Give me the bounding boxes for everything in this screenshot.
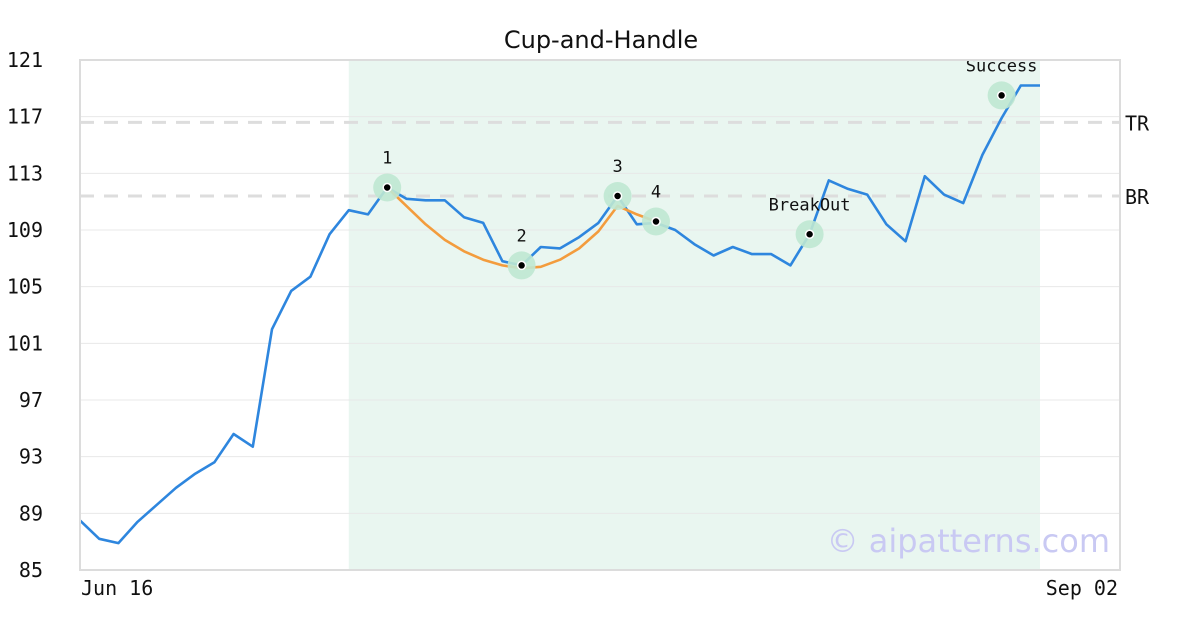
y-tick-label: 117 (7, 105, 43, 129)
y-tick-label: 93 (19, 445, 43, 469)
y-tick-label: 101 (7, 331, 43, 355)
annotation-point (996, 90, 1007, 101)
series-line (79, 84, 1040, 545)
y-tick-label: 89 (19, 501, 43, 525)
annotation-label: 3 (612, 157, 622, 177)
y-tick-label: 97 (19, 388, 43, 412)
annotation-label: 2 (516, 226, 526, 246)
level-label: BR (1125, 185, 1150, 209)
y-tick-label: 105 (7, 275, 43, 299)
y-tick-label: 109 (7, 218, 43, 242)
chart-title: Cup-and-Handle (504, 26, 698, 54)
plot-frame (79, 59, 1121, 571)
annotation-point (612, 191, 623, 201)
annotation-point (516, 260, 527, 271)
x-tick-label: Jun 16 (81, 576, 153, 600)
y-tick-label: 121 (7, 48, 43, 72)
watermark: © aipatterns.com (827, 522, 1110, 560)
annotation-label: BreakOut (769, 195, 851, 215)
y-axis-ticks: 85 89 93 97 101 105 109 113 117 121 (7, 48, 43, 582)
annotation-point (651, 216, 661, 227)
annotation-label: Success (966, 56, 1038, 76)
x-axis-ticks: Jun 16 Sep 02 (81, 576, 1118, 600)
shaded-region (348, 60, 1040, 570)
shaded-pattern-region (348, 60, 1040, 570)
annotation-label: 1 (382, 149, 392, 169)
y-tick-label: 85 (19, 558, 43, 582)
annotation-label: 4 (651, 183, 661, 203)
annotation-point (382, 182, 392, 193)
price-series (79, 84, 1040, 545)
annotation-point (804, 229, 815, 239)
x-tick-label: Sep 02 (1046, 576, 1118, 600)
level-label: TR (1125, 111, 1150, 135)
annotations: 1 2 3 4 BreakOut Success (373, 56, 1038, 280)
y-tick-label: 113 (7, 161, 43, 185)
